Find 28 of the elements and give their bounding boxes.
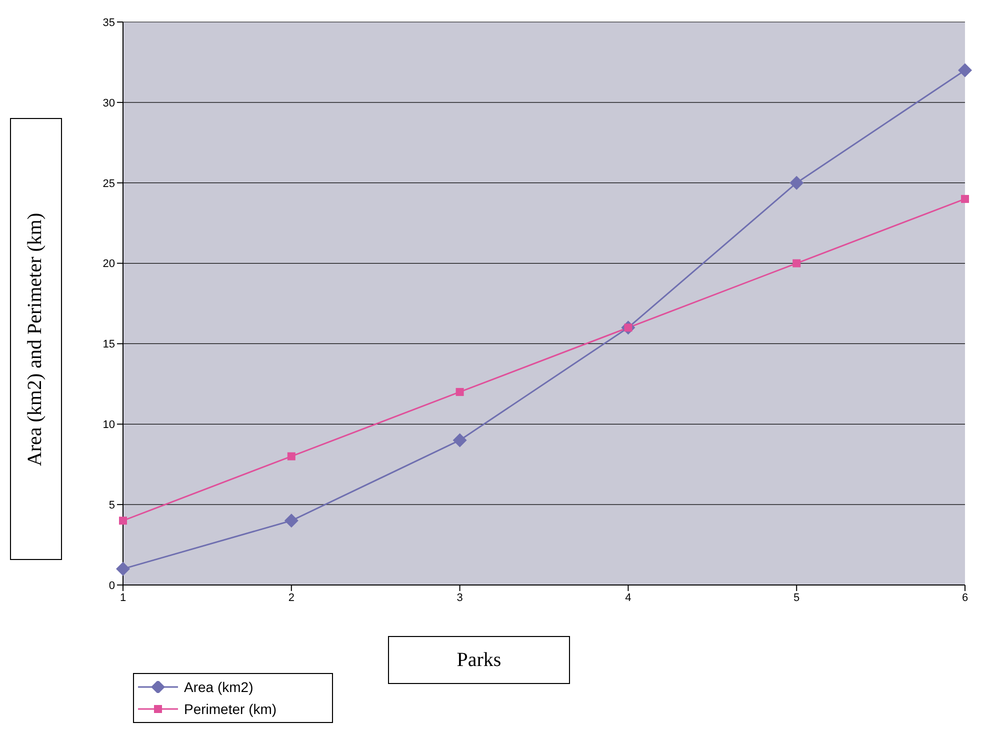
point bbox=[456, 388, 464, 396]
y-tick-label: 25 bbox=[102, 178, 115, 190]
y-tick-label: 20 bbox=[102, 258, 115, 270]
x-axis-title: Parks bbox=[388, 636, 570, 684]
point bbox=[792, 259, 801, 268]
y-tick-label: 10 bbox=[102, 419, 115, 432]
x-tick-label: 3 bbox=[456, 592, 463, 604]
y-tick-label: 30 bbox=[102, 97, 115, 110]
x-tick-label: 1 bbox=[120, 592, 126, 604]
y-tick-label: 5 bbox=[108, 499, 115, 512]
legend-label: Perimeter (km) bbox=[184, 701, 277, 717]
point bbox=[961, 194, 969, 203]
point bbox=[452, 433, 467, 448]
y-tick-label: 15 bbox=[102, 338, 115, 351]
y-axis-title: Area (km2) and Perimeter (km) bbox=[24, 212, 48, 466]
x-tick-label: 6 bbox=[962, 592, 968, 604]
point bbox=[284, 514, 298, 528]
x-tick-label: 2 bbox=[288, 592, 294, 604]
point bbox=[116, 562, 130, 576]
point bbox=[119, 516, 127, 525]
point bbox=[287, 452, 296, 460]
y-tick-label: 0 bbox=[108, 580, 115, 592]
x-tick-label: 5 bbox=[794, 592, 800, 604]
legend-label: Area (km2) bbox=[184, 679, 254, 695]
point bbox=[958, 63, 972, 78]
point bbox=[790, 176, 804, 190]
x-tick-label: 4 bbox=[625, 592, 632, 604]
y-tick-label: 35 bbox=[102, 16, 115, 29]
